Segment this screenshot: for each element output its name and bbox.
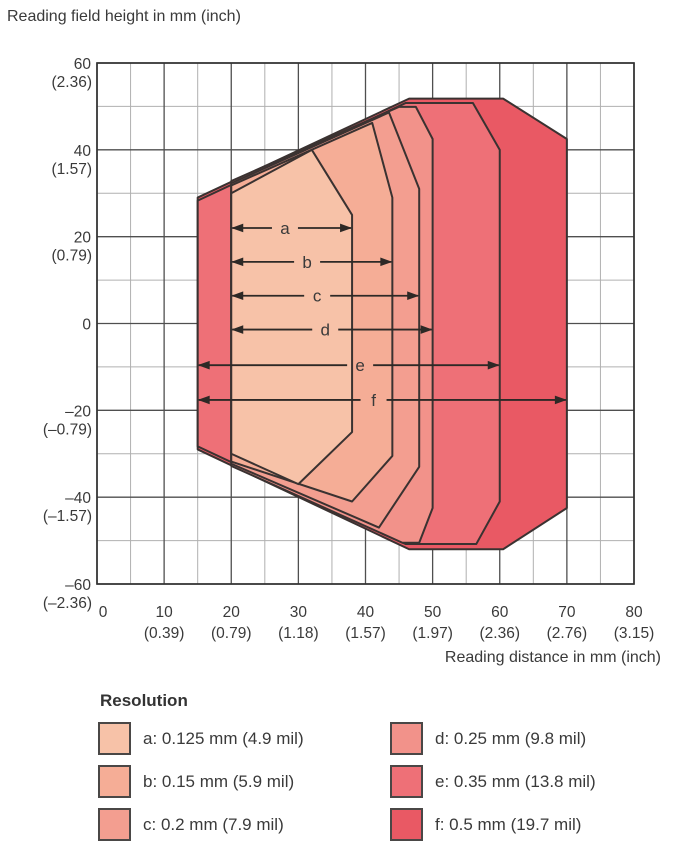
legend-swatch-c xyxy=(98,808,131,841)
y-tick-inch--20: (–0.79) xyxy=(43,421,92,438)
x-tick-inch-80: (3.15) xyxy=(614,625,655,642)
arrow-label-a: a xyxy=(280,219,290,238)
arrowhead-left-f xyxy=(197,395,210,405)
y-tick-mm--40: –40 xyxy=(65,490,91,507)
y-tick-mm-20: 20 xyxy=(74,230,92,247)
y-tick-mm--20: –20 xyxy=(65,403,91,420)
y-tick-inch--40: (–1.57) xyxy=(43,508,92,525)
y-tick-inch--60: (–2.36) xyxy=(43,595,92,612)
legend-item-d: d: 0.25 mm (9.8 mil) xyxy=(390,722,596,755)
arrow-e: e xyxy=(197,356,500,375)
legend-item-a: a: 0.125 mm (4.9 mil) xyxy=(98,722,390,755)
legend-swatch-f xyxy=(390,808,423,841)
x-axis-label: Reading distance in mm (inch) xyxy=(445,649,661,666)
x-tick-mm-30: 30 xyxy=(290,604,308,621)
y-tick-inch-20: (0.79) xyxy=(52,248,93,265)
y-tick-inch-60: (2.36) xyxy=(52,74,93,91)
legend-item-b: b: 0.15 mm (5.9 mil) xyxy=(98,765,390,798)
arrowhead-right-f xyxy=(554,395,567,405)
legend-column-2: d: 0.25 mm (9.8 mil) e: 0.35 mm (13.8 mil… xyxy=(390,722,596,852)
legend-swatch-d xyxy=(390,722,423,755)
resolution-legend: Resolution a: 0.125 mm (4.9 mil) b: 0.15 … xyxy=(98,691,684,852)
arrowhead-right-a xyxy=(340,223,353,233)
x-tick-mm-40: 40 xyxy=(357,604,375,621)
x-tick-mm-70: 70 xyxy=(558,604,576,621)
legend-swatch-e xyxy=(390,765,423,798)
x-tick-inch-60: (2.36) xyxy=(480,625,521,642)
arrowhead-right-d xyxy=(420,325,433,334)
x-tick-inch-70: (2.76) xyxy=(547,625,588,642)
x-tick-mm-50: 50 xyxy=(424,604,442,621)
arrowhead-right-c xyxy=(407,291,420,301)
arrow-label-d: d xyxy=(320,321,329,340)
arrowhead-left-c xyxy=(231,291,244,301)
arrowhead-left-b xyxy=(231,257,244,267)
y-tick-mm-60: 60 xyxy=(74,56,92,73)
legend-label-c: c: 0.2 mm (7.9 mil) xyxy=(143,814,284,834)
legend-label-e: e: 0.35 mm (13.8 mil) xyxy=(435,771,596,791)
arrow-label-f: f xyxy=(371,391,376,410)
arrowhead-left-e xyxy=(197,360,210,370)
arrow-label-b: b xyxy=(302,253,311,272)
arrowhead-right-e xyxy=(487,360,500,370)
x-tick-inch-50: (1.97) xyxy=(412,625,453,642)
axis-tick-labels: 60(2.36)40(1.57)20(0.79)0–20(–0.79)–40(–… xyxy=(43,56,654,642)
arrow-label-c: c xyxy=(313,287,322,306)
arrow-f: f xyxy=(197,391,567,410)
y-tick-mm-0: 0 xyxy=(82,317,91,334)
x-tick-mm-10: 10 xyxy=(156,604,174,621)
y-tick-mm-40: 40 xyxy=(74,143,92,160)
plot-border xyxy=(96,62,635,585)
legend-label-b: b: 0.15 mm (5.9 mil) xyxy=(143,771,295,791)
field-polygons xyxy=(196,97,568,551)
legend-label-d: d: 0.25 mm (9.8 mil) xyxy=(435,728,587,748)
legend-swatch-b xyxy=(98,765,131,798)
arrow-b: b xyxy=(231,253,393,272)
y-tick-inch-40: (1.57) xyxy=(52,161,93,178)
legend-item-f: f: 0.5 mm (19.7 mil) xyxy=(390,808,596,841)
y-tick-mm--60: –60 xyxy=(65,577,91,594)
arrowhead-left-a xyxy=(231,223,244,233)
arrow-c: c xyxy=(231,287,420,306)
arrow-label-e: e xyxy=(355,356,364,375)
legend-column-1: a: 0.125 mm (4.9 mil) b: 0.15 mm (5.9 mil… xyxy=(98,722,390,852)
x-tick-inch-30: (1.18) xyxy=(278,625,319,642)
arrowhead-left-d xyxy=(231,325,244,334)
arrow-a: a xyxy=(231,219,353,238)
legend-columns: a: 0.125 mm (4.9 mil) b: 0.15 mm (5.9 mil… xyxy=(98,722,684,852)
arrowhead-right-b xyxy=(380,257,393,267)
legend-title: Resolution xyxy=(100,691,188,710)
x-tick-mm-20: 20 xyxy=(223,604,241,621)
x-tick-mm-60: 60 xyxy=(491,604,509,621)
legend-label-a: a: 0.125 mm (4.9 mil) xyxy=(143,728,304,748)
legend-item-c: c: 0.2 mm (7.9 mil) xyxy=(98,808,390,841)
x-tick-inch-20: (0.79) xyxy=(211,625,252,642)
x-tick-mm-0: 0 xyxy=(99,604,108,621)
chart-title: Reading field height in mm (inch) xyxy=(7,8,241,25)
x-tick-mm-80: 80 xyxy=(625,604,643,621)
x-tick-inch-40: (1.57) xyxy=(345,625,386,642)
arrow-d: d xyxy=(231,321,433,340)
legend-label-f: f: 0.5 mm (19.7 mil) xyxy=(435,814,582,834)
field-polygon-a xyxy=(230,148,354,486)
legend-item-e: e: 0.35 mm (13.8 mil) xyxy=(390,765,596,798)
x-tick-inch-10: (0.39) xyxy=(144,625,185,642)
legend-swatch-a xyxy=(98,722,131,755)
